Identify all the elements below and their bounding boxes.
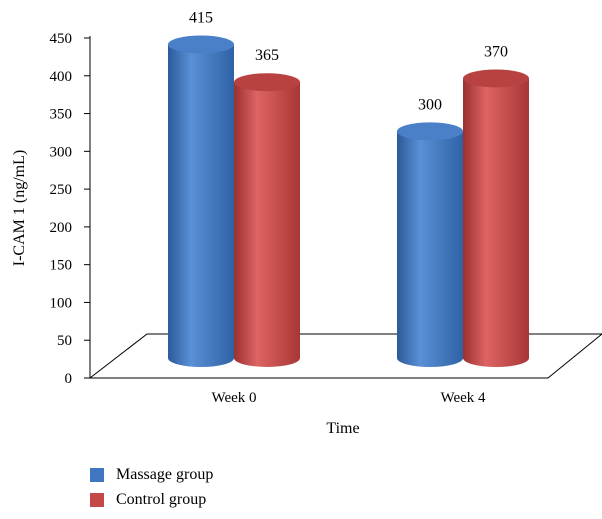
bar-top — [168, 35, 234, 54]
bar-control-group-week-4 — [463, 69, 529, 367]
legend-label-massage: Massage group — [116, 465, 214, 483]
legend-label-control: Control group — [116, 490, 207, 508]
bar-body — [234, 82, 300, 367]
y-tick-label: 350 — [50, 107, 73, 123]
data-label: 300 — [418, 96, 442, 113]
legend: Massage group Control group — [90, 462, 213, 512]
x-axis-ticks: Week 0 Week 4 — [211, 390, 486, 406]
data-label: 415 — [189, 9, 213, 26]
legend-swatch-massage — [90, 467, 104, 482]
bar-top — [234, 73, 300, 92]
bar-massage-group-week-0 — [168, 35, 234, 367]
bar-massage-group-week-4 — [397, 122, 463, 367]
legend-item-massage: Massage group — [90, 462, 213, 487]
bar-top — [397, 122, 463, 141]
x-tick-label: Week 4 — [440, 390, 486, 406]
y-tick-label: 250 — [50, 182, 73, 198]
data-label: 365 — [255, 47, 279, 64]
x-tick-label: Week 0 — [211, 390, 256, 406]
y-tick-label: 0 — [65, 371, 73, 387]
bar-body — [397, 131, 463, 367]
legend-item-control: Control group — [90, 487, 213, 512]
data-label: 370 — [484, 43, 508, 60]
y-tick-label: 150 — [50, 258, 73, 274]
bar-top — [463, 69, 529, 88]
x-axis-title: Time — [326, 420, 359, 437]
bar-control-group-week-0 — [234, 73, 300, 367]
y-tick-label: 50 — [57, 333, 72, 349]
y-axis-ticks: 0 50 100 150 200 250 300 350 400 450 — [50, 31, 90, 387]
y-tick-label: 400 — [50, 69, 73, 85]
y-tick-label: 200 — [50, 220, 73, 236]
legend-swatch-control — [90, 492, 104, 507]
y-tick-label: 300 — [50, 144, 73, 160]
y-axis-title: I-CAM 1 (ng/mL) — [11, 150, 28, 266]
bar-body — [463, 78, 529, 367]
y-tick-label: 450 — [50, 31, 73, 47]
y-tick-label: 100 — [50, 295, 73, 311]
bars: 415 365 300 370 — [168, 9, 529, 367]
bar-body — [168, 44, 234, 367]
